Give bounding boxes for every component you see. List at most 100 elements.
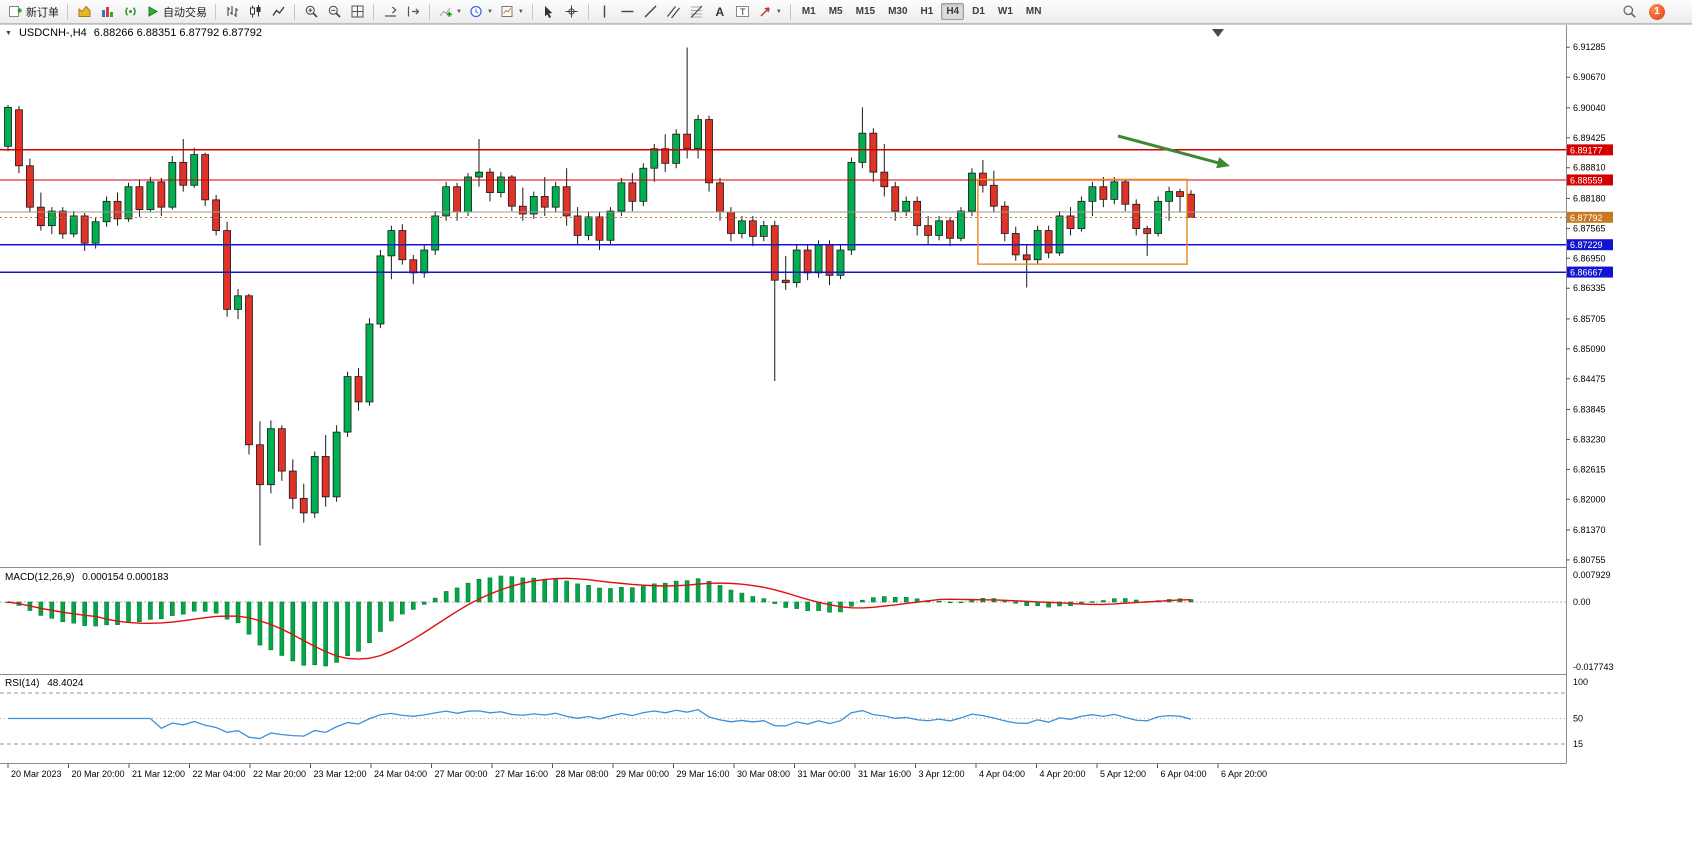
rsi-axis-label: 50: [1573, 714, 1583, 724]
timeframe-mn-button[interactable]: MN: [1021, 3, 1047, 20]
candle-body: [58, 210, 67, 235]
candle-body: [157, 181, 166, 208]
text-label-button[interactable]: T: [732, 1, 754, 22]
chart-shift-button[interactable]: [402, 1, 424, 22]
candle-body: [266, 428, 275, 486]
rectangle-annotation[interactable]: [977, 178, 1188, 265]
candle-body: [573, 215, 582, 236]
time frame-h4-button[interactable]: H4: [941, 3, 965, 20]
timeframe-d1-button[interactable]: D1: [967, 3, 990, 20]
periods-button[interactable]: ▼: [466, 1, 496, 22]
auto-scroll-button[interactable]: [379, 1, 401, 22]
trendline-button[interactable]: [640, 1, 662, 22]
candle-body: [814, 244, 823, 274]
templates-button[interactable]: ▼: [497, 1, 527, 22]
macd-pane-label: MACD(12,26,9) 0.000154 0.000183: [5, 572, 168, 583]
text-button[interactable]: A: [709, 1, 731, 22]
bar-chart-button[interactable]: [221, 1, 243, 22]
candle-body: [617, 182, 626, 212]
candle-body: [486, 171, 494, 193]
search-button[interactable]: [1618, 1, 1640, 22]
arrows-tool-icon: [758, 4, 773, 19]
candle-body: [245, 295, 253, 446]
notification-badge[interactable]: 1: [1649, 3, 1665, 20]
bar-chart-icon: [225, 4, 240, 19]
svg-text:A: A: [716, 5, 725, 19]
arrow-annotation[interactable]: [1117, 134, 1223, 166]
fibonacci-button[interactable]: [686, 1, 708, 22]
candle-body: [321, 456, 330, 498]
vertical-line-button[interactable]: [594, 1, 616, 22]
line-chart-button[interactable]: [267, 1, 289, 22]
candle-body: [551, 186, 560, 208]
candle-body: [737, 220, 746, 234]
toolbar-separator: [294, 3, 295, 20]
candle-body: [420, 249, 429, 274]
tile-windows-button[interactable]: [346, 1, 368, 22]
price-tag: 6.86667: [1567, 266, 1613, 278]
arrows-button[interactable]: ▼: [755, 1, 785, 22]
zoom-in-button[interactable]: [300, 1, 322, 22]
candle-body: [168, 161, 177, 208]
price-axis-label: 6.88810: [1573, 163, 1606, 173]
candle-body: [277, 428, 286, 472]
cursor-button[interactable]: [538, 1, 560, 22]
channel-button[interactable]: [663, 1, 685, 22]
indicators-button[interactable]: ▼: [435, 1, 465, 22]
timeframe-m5-button[interactable]: M5: [824, 3, 848, 20]
candle-body: [748, 220, 757, 237]
candle-body: [1110, 181, 1119, 200]
candle-body: [957, 210, 965, 239]
candle-body: [891, 186, 900, 212]
price-axis[interactable]: 6.91285 6.90670 6.90040 6.89425 6.88810 6.881…: [1566, 42, 1606, 565]
candle-body: [1077, 200, 1086, 229]
candle-body: [299, 497, 308, 514]
candle-body: [858, 132, 867, 163]
candle-body: [47, 210, 56, 227]
timeframe-m30-button[interactable]: M30: [883, 3, 912, 20]
candle-body: [968, 172, 976, 212]
new-order-button[interactable]: 新订单: [5, 1, 62, 22]
candle-body: [442, 186, 451, 217]
svg-text:T: T: [740, 7, 746, 17]
horizontal-line-icon: [620, 4, 635, 19]
horizontal-line-button[interactable]: [617, 1, 639, 22]
candlestick-chart-button[interactable]: [244, 1, 266, 22]
candle-body: [212, 199, 221, 231]
crosshair-button[interactable]: [561, 1, 583, 22]
candle-body: [1165, 191, 1173, 202]
timeframe-w1-button[interactable]: W1: [993, 3, 1018, 20]
candle-body: [836, 249, 845, 276]
timeframe-m15-button[interactable]: M15: [851, 3, 880, 20]
auto-trading-button[interactable]: 自动交易: [142, 1, 210, 22]
macd-axis-label: 0.007929: [1573, 570, 1611, 580]
candle-body: [562, 186, 571, 217]
chart-dropdown-icon[interactable]: ▼: [5, 29, 12, 37]
macd-axis-label: -0.017743: [1573, 662, 1614, 672]
timeframe-m1-button[interactable]: M1: [797, 3, 821, 20]
price-axis-label: 6.90040: [1573, 103, 1606, 113]
market-watch-icon: [100, 4, 115, 19]
candle-body: [179, 161, 188, 186]
svg-text:6.89177: 6.89177: [1570, 145, 1603, 155]
market-watch-button[interactable]: [96, 1, 118, 22]
zoom-out-button[interactable]: [323, 1, 345, 22]
svg-text:6.88559: 6.88559: [1570, 175, 1603, 185]
vertical-line-icon: [597, 4, 612, 19]
chevron-down-icon: ▼: [517, 8, 524, 15]
candle-body: [639, 167, 648, 202]
line-chart-icon: [271, 4, 286, 19]
search-icon: [1622, 4, 1637, 19]
candle-body: [113, 200, 122, 220]
toolbar-separator: [373, 3, 374, 20]
chart-canvas[interactable]: 6.91285 6.90670 6.90040 6.89425 6.88810 6.881…: [0, 24, 1692, 849]
candle-body: [310, 456, 319, 514]
time-axis[interactable]: 20 Mar 2023 20 Mar 20:00 21 Mar 12:00 22 Ma…: [7, 763, 1267, 780]
chevron-down-icon: ▼: [486, 8, 493, 15]
macd-values: 0.000154 0.000183: [82, 572, 169, 583]
new-chart-button[interactable]: [73, 1, 95, 22]
candlesticks: [4, 47, 1195, 546]
chart-window[interactable]: 6.91285 6.90670 6.90040 6.89425 6.88810 6.881…: [0, 24, 1692, 849]
timeframe-h1-button[interactable]: H1: [916, 3, 939, 20]
signals-button[interactable]: [119, 1, 141, 22]
